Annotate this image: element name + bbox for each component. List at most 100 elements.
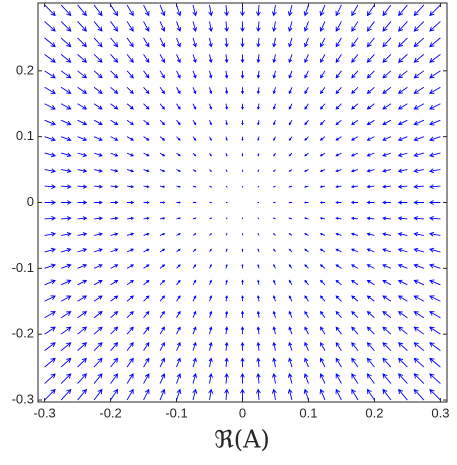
arrow	[176, 373, 182, 384]
arrow	[350, 152, 359, 157]
arrow	[77, 295, 88, 302]
arrow	[288, 169, 293, 172]
arrow	[366, 248, 375, 253]
arrow	[429, 119, 441, 126]
arrow	[351, 342, 359, 351]
arrow	[398, 388, 408, 401]
arrow	[110, 279, 119, 286]
arrow	[44, 86, 56, 94]
arrow	[126, 310, 134, 319]
arrow	[413, 103, 425, 110]
arrow	[159, 169, 166, 173]
arrow	[159, 37, 166, 48]
arrow	[241, 263, 244, 269]
arrow	[257, 136, 260, 142]
arrow	[382, 295, 392, 302]
arrow	[335, 388, 342, 401]
arrow	[143, 357, 150, 368]
arrow	[192, 233, 197, 236]
arrow	[303, 4, 309, 17]
arrow	[304, 70, 309, 79]
arrow	[398, 373, 408, 384]
arrow	[273, 152, 276, 157]
arrow	[397, 342, 408, 351]
arrow	[428, 231, 441, 237]
arrow	[77, 103, 88, 110]
arrow	[335, 295, 342, 302]
arrow	[126, 279, 134, 286]
arrow	[192, 264, 197, 269]
arrow	[110, 184, 119, 189]
arrow	[110, 310, 119, 319]
arrow	[382, 168, 392, 173]
arrow	[256, 54, 261, 64]
arrow	[257, 120, 260, 126]
arrow	[304, 248, 309, 253]
arrow	[110, 136, 119, 141]
arrow	[44, 357, 56, 368]
arrow	[335, 86, 342, 95]
arrow	[44, 215, 57, 221]
arrow	[93, 37, 103, 48]
arrow	[304, 310, 309, 318]
arrow	[208, 21, 213, 32]
arrow	[110, 373, 119, 384]
arrow	[143, 37, 150, 48]
arrow	[44, 184, 57, 190]
arrow	[304, 279, 309, 286]
arrow	[429, 152, 441, 158]
arrow	[209, 120, 212, 126]
arrow	[176, 136, 181, 141]
arrow	[159, 87, 165, 95]
arrow	[382, 311, 392, 319]
arrow	[60, 54, 72, 63]
arrow	[256, 103, 260, 110]
arrow	[304, 54, 309, 64]
arrow	[366, 200, 375, 205]
arrow	[93, 21, 103, 32]
arrow	[192, 388, 198, 401]
arrow	[319, 103, 326, 110]
arrow	[382, 342, 392, 351]
arrow	[44, 279, 56, 286]
arrow	[288, 310, 293, 318]
arrow	[335, 342, 342, 351]
arrow	[126, 4, 134, 17]
arrow	[398, 21, 408, 32]
arrow	[44, 136, 56, 142]
arrow	[209, 201, 213, 204]
arrow	[159, 4, 166, 17]
arrow	[335, 201, 342, 204]
arrow	[397, 263, 408, 269]
arrow	[335, 136, 342, 141]
arrow	[256, 295, 260, 302]
arrow	[159, 264, 166, 269]
arrow	[176, 310, 181, 318]
arrow	[397, 311, 408, 319]
arrow	[93, 388, 103, 401]
arrow	[350, 232, 359, 236]
arrow	[159, 310, 165, 318]
y-tick-label: 0	[27, 194, 34, 209]
arrow	[143, 152, 150, 157]
arrow	[60, 86, 72, 94]
arrow	[224, 373, 229, 384]
arrow	[366, 184, 375, 189]
arrow	[319, 248, 326, 253]
arrow	[304, 341, 309, 351]
arrow	[335, 279, 342, 286]
arrow	[382, 119, 392, 126]
arrow	[77, 86, 88, 94]
arrow	[429, 388, 441, 401]
arrow	[110, 200, 119, 205]
arrow	[224, 326, 229, 335]
arrow	[44, 373, 56, 384]
arrow	[366, 21, 375, 32]
arrow	[304, 233, 309, 236]
arrow	[126, 388, 134, 401]
arrow	[44, 4, 56, 17]
arrow	[77, 200, 88, 205]
arrow	[288, 103, 293, 110]
arrow	[159, 248, 166, 253]
arrow	[413, 311, 425, 319]
